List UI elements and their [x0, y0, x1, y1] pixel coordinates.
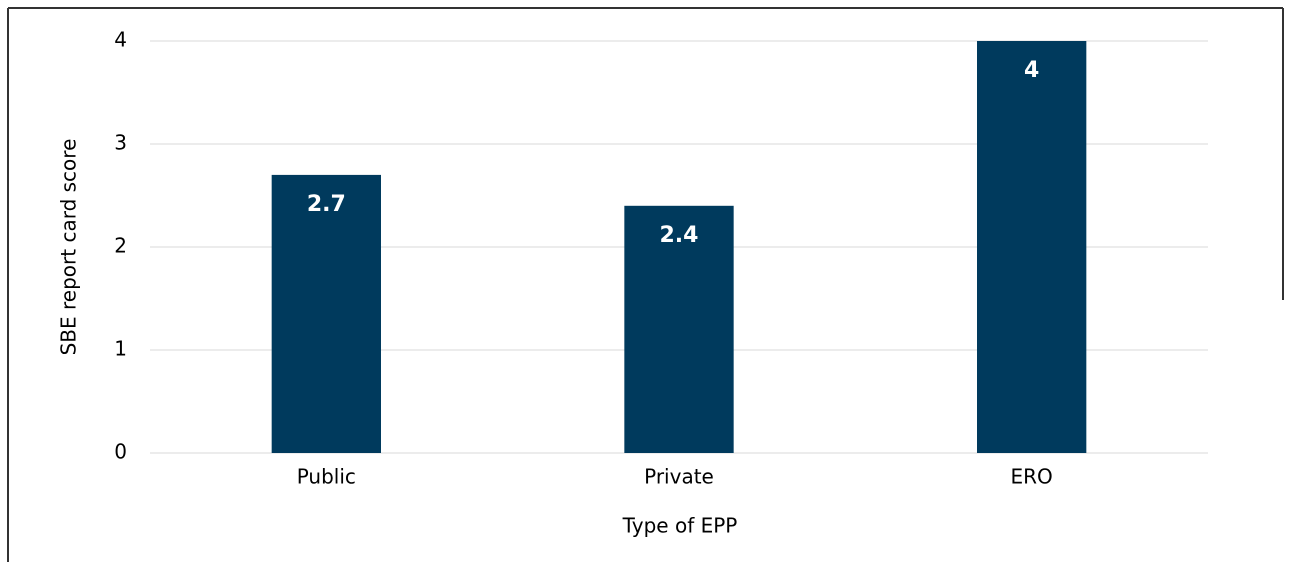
bar	[624, 205, 734, 453]
data-label: 4	[1024, 58, 1039, 83]
y-tick-label: 4	[114, 28, 127, 52]
y-tick-label: 2	[114, 234, 127, 258]
y-tick-label: 3	[114, 131, 127, 155]
x-tick-label: ERO	[1011, 465, 1053, 489]
bar	[271, 174, 381, 453]
x-tick-label: Public	[297, 465, 356, 489]
y-tick-label: 0	[114, 440, 127, 464]
x-axis-title: Type of EPP	[622, 514, 738, 538]
data-label: 2.7	[307, 192, 346, 217]
y-tick-label: 1	[114, 337, 127, 361]
x-tick-label: Private	[644, 465, 714, 489]
data-label: 2.4	[660, 223, 699, 248]
bar	[977, 41, 1087, 453]
y-axis-title: SBE report card score	[57, 139, 81, 356]
